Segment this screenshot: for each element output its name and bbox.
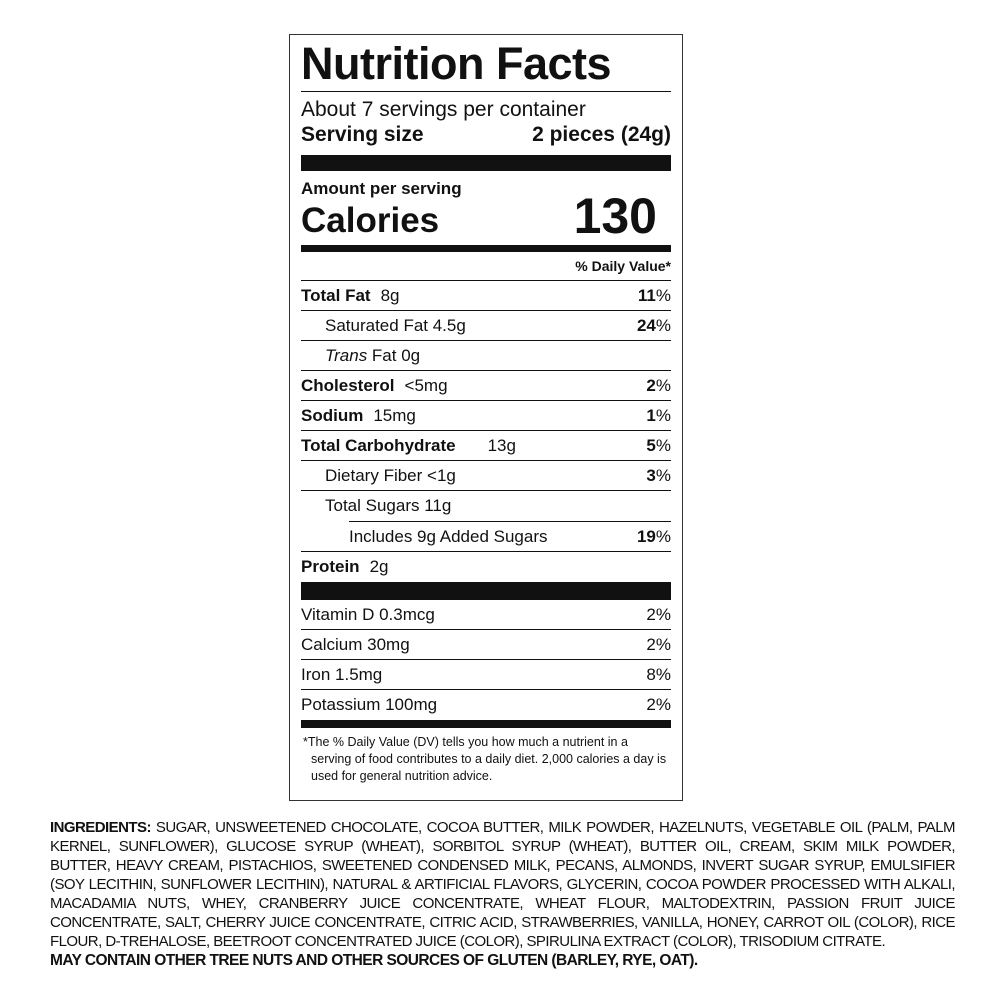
nutrient-daily-value: 19%	[636, 526, 671, 546]
ingredients: INGREDIENTS: SUGAR, UNSWEETENED CHOCOLAT…	[50, 818, 956, 970]
nutrient-row: Trans Fat 0g	[301, 341, 671, 371]
divider-medium	[301, 245, 671, 252]
nutrient-row: Total Carbohydrate 13g 5%	[301, 431, 671, 461]
nutrient-row: Includes 9g Added Sugars 19%	[301, 522, 671, 552]
serving-size-value: 2 pieces (24g)	[532, 123, 671, 146]
allergen-statement: MAY CONTAIN OTHER TREE NUTS AND OTHER SO…	[50, 952, 698, 969]
daily-value-header: % Daily Value*	[301, 252, 671, 281]
nutrient-name: Sodium 15mg	[301, 405, 416, 425]
nutrient-name: Total Fat 8g	[301, 285, 400, 305]
nutrient-daily-value: 3%	[646, 465, 671, 485]
nutrient-name: Includes 9g Added Sugars	[349, 526, 548, 546]
vitamin-daily-value: 2%	[646, 695, 671, 714]
calories-label: Calories	[301, 201, 440, 240]
nutrient-list: Total Fat 8g 11% Saturated Fat 4.5g 24% Trans…	[301, 281, 671, 582]
divider-thick	[301, 582, 671, 600]
nutrient-name: Saturated Fat 4.5g	[325, 315, 466, 335]
nutrient-daily-value: 11%	[637, 285, 671, 305]
nutrient-name: Total Sugars 11g	[325, 496, 452, 515]
vitamin-row: Iron 1.5mg 8%	[301, 660, 671, 690]
vitamin-list: Vitamin D 0.3mcg 2% Calcium 30mg 2% Iron 1.5…	[301, 600, 671, 720]
vitamin-name: Potassium 100mg	[301, 695, 438, 714]
nutrition-facts-label: Nutrition Facts About 7 servings per con…	[289, 34, 683, 801]
nutrient-daily-value: 24%	[636, 315, 671, 335]
nutrient-daily-value: 2%	[646, 375, 671, 395]
vitamin-row: Potassium 100mg 2%	[301, 690, 671, 720]
nutrient-daily-value: 5%	[646, 435, 671, 455]
calories-value: 130	[573, 188, 657, 244]
vitamin-name: Iron 1.5mg	[301, 664, 383, 684]
vitamin-row: Calcium 30mg 2%	[301, 630, 671, 660]
servings-per-container: About 7 servings per container	[301, 98, 586, 121]
vitamin-daily-value: 2%	[646, 634, 671, 654]
divider	[349, 521, 671, 522]
label-title: Nutrition Facts	[301, 38, 612, 89]
ingredients-text: SUGAR, UNSWEETENED CHOCOLATE, COCOA BUTT…	[50, 819, 956, 950]
nutrient-row: Saturated Fat 4.5g 24%	[301, 311, 671, 341]
nutrient-name: Total Carbohydrate 13g	[301, 435, 516, 455]
nutrient-row: Cholesterol <5mg 2%	[301, 371, 671, 401]
serving-size: Serving size 2 pieces (24g)	[301, 122, 671, 148]
vitamin-daily-value: 8%	[646, 664, 671, 684]
nutrient-name: Protein 2g	[301, 557, 389, 576]
divider-thick	[301, 155, 671, 171]
divider	[301, 91, 671, 92]
nutrient-name: Trans Fat 0g	[325, 345, 421, 365]
nutrient-row: Total Sugars 11g	[301, 491, 671, 521]
nutrient-row: Dietary Fiber <1g 3%	[301, 461, 671, 491]
vitamin-daily-value: 2%	[646, 604, 671, 624]
ingredients-label: INGREDIENTS:	[50, 819, 151, 836]
amount-per-serving: Amount per serving	[301, 179, 462, 198]
nutrient-name: Dietary Fiber <1g	[325, 465, 456, 485]
divider-medium	[301, 720, 671, 728]
nutrient-row: Protein 2g	[301, 552, 671, 582]
vitamin-row: Vitamin D 0.3mcg 2%	[301, 600, 671, 630]
nutrient-row: Sodium 15mg 1%	[301, 401, 671, 431]
nutrient-daily-value: 1%	[646, 405, 671, 425]
nutrient-name: Cholesterol <5mg	[301, 375, 448, 395]
vitamin-name: Vitamin D 0.3mcg	[301, 604, 435, 624]
serving-size-label: Serving size	[301, 123, 424, 146]
nutrient-row: Total Fat 8g 11%	[301, 281, 671, 311]
vitamin-name: Calcium 30mg	[301, 634, 410, 654]
footnote: *The % Daily Value (DV) tells you how mu…	[303, 735, 667, 783]
calories-row: Calories 130	[301, 191, 671, 241]
